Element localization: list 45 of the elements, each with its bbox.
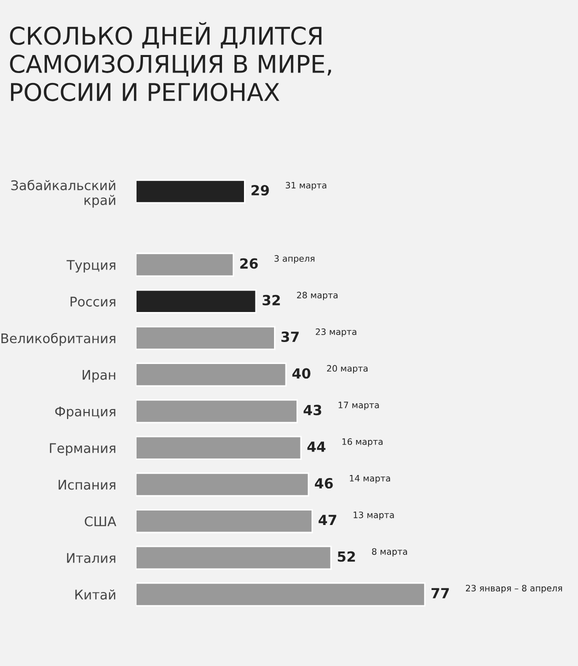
annotation: 28 марта	[297, 292, 338, 300]
bar	[136, 179, 246, 204]
y-tick-label: Китай	[75, 589, 116, 600]
y-tick-label: Испания	[58, 480, 116, 490]
y-tick-label: США	[84, 516, 116, 526]
data-label: 46	[314, 478, 333, 489]
y-tick-label: Великобритания	[1, 332, 116, 346]
bar	[136, 399, 298, 424]
annotation: 23 марта	[316, 328, 356, 337]
y-tick-label: Франция	[55, 406, 116, 420]
data-label: 77	[432, 588, 449, 598]
data-label: 43	[304, 404, 322, 416]
y-tick-label: Россия	[70, 296, 116, 307]
bar	[136, 436, 302, 460]
bar	[136, 362, 287, 387]
annotation: 20 марта	[327, 365, 368, 374]
annotation: 8 марта	[372, 548, 407, 557]
y-tick-label: Иран	[82, 370, 116, 382]
bar	[136, 546, 332, 570]
bar	[136, 509, 313, 534]
bar	[136, 582, 426, 606]
text: 23 января – 8 апреля	[466, 584, 562, 594]
annotation: 14 марта	[350, 475, 390, 484]
y-tick-label: Турция	[66, 260, 116, 272]
annotation: 13 марта	[354, 512, 394, 520]
bar	[136, 472, 310, 497]
y-tick-label: Германия	[50, 443, 116, 456]
data-label: 47	[318, 514, 336, 525]
data-label: 32	[262, 294, 280, 306]
annotation: 17 марта	[338, 402, 379, 410]
chart-title: СКОЛЬКО ДНЕЙ ДЛИТСЯ САМОИЗОЛЯЦИЯ В МИРЕ, РОССИИ И РЕГИОНАХ	[10, 22, 332, 102]
annotation: 3 апреля	[274, 255, 314, 264]
bar	[136, 326, 276, 350]
data-label: 52	[338, 551, 355, 562]
data-label: 37	[281, 332, 299, 342]
annotation: 16 марта	[342, 438, 383, 447]
bar	[136, 289, 257, 314]
data-label: 44	[307, 442, 326, 452]
data-label: 29	[252, 185, 269, 196]
data-label: 26	[240, 258, 258, 269]
bar	[136, 252, 234, 277]
annotation: 31 марта	[286, 182, 326, 190]
data-label: 40	[292, 368, 310, 379]
y-tick-label: Италия	[67, 553, 116, 563]
y-tick-label: Забайкальский край	[11, 180, 116, 208]
